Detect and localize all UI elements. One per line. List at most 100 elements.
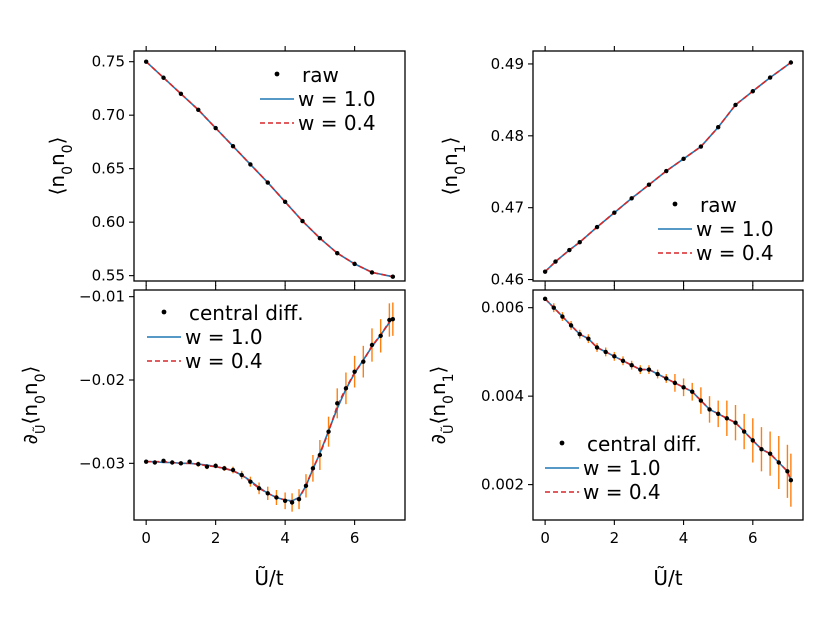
data-point xyxy=(560,314,565,319)
data-point xyxy=(612,354,617,359)
legend-marker-raw xyxy=(274,71,280,77)
y-tick-label: −0.01 xyxy=(79,288,125,306)
data-point xyxy=(335,250,340,256)
data-point xyxy=(196,107,201,113)
data-point xyxy=(387,317,392,323)
legend-label: central diff. xyxy=(587,432,702,456)
data-point xyxy=(170,460,175,465)
y-tick-label: 0.48 xyxy=(491,127,524,145)
data-point xyxy=(594,224,600,230)
data-point xyxy=(274,495,279,500)
y-tick-label: 0.47 xyxy=(491,199,524,217)
y-tick-label: 0.004 xyxy=(481,387,524,405)
data-point xyxy=(256,486,262,491)
data-point xyxy=(213,125,218,131)
y-tick-label: −0.02 xyxy=(79,371,125,389)
data-point xyxy=(724,416,730,421)
data-point xyxy=(265,180,270,185)
data-point xyxy=(681,385,686,390)
data-point xyxy=(664,168,669,174)
data-point xyxy=(553,259,558,264)
data-point xyxy=(296,496,302,502)
y-tick-label: 0.46 xyxy=(491,271,524,289)
data-point xyxy=(265,491,270,496)
legend-label: raw xyxy=(302,63,339,87)
data-point xyxy=(698,144,704,149)
y-tick-label: 0.60 xyxy=(92,213,125,231)
data-point xyxy=(646,182,652,187)
legend-marker-raw xyxy=(672,201,678,207)
data-point xyxy=(143,459,149,464)
data-point xyxy=(239,472,244,478)
y-tick-label: 0.75 xyxy=(92,53,125,71)
data-point xyxy=(629,362,634,368)
data-point xyxy=(567,247,572,253)
data-point xyxy=(230,144,236,149)
axes-frame xyxy=(133,50,406,282)
data-point xyxy=(282,199,288,205)
data-point xyxy=(750,438,756,443)
ylabel-n0n1: ⟨n0n1⟩ xyxy=(438,137,469,196)
ylabel-derivative-n0n0: ∂Ũ⟨n0n0⟩ xyxy=(18,366,49,445)
data-point xyxy=(715,411,721,417)
data-point xyxy=(303,483,309,489)
data-point xyxy=(638,367,643,372)
y-tick-label: 0.65 xyxy=(92,160,125,178)
xlabel-right: Ũ/t xyxy=(653,566,682,590)
data-point xyxy=(230,467,236,473)
series-line-w04 xyxy=(544,61,792,273)
legend-label: w = 0.4 xyxy=(185,349,263,373)
data-point xyxy=(152,460,158,465)
legend-label: w = 0.4 xyxy=(583,480,661,504)
y-tick-label: −0.03 xyxy=(79,454,125,472)
legend-label: w = 1.0 xyxy=(185,325,263,349)
data-point xyxy=(646,367,652,372)
data-point xyxy=(733,102,738,108)
data-point xyxy=(248,162,253,167)
y-tick-label: 0.002 xyxy=(481,476,524,494)
x-tick-label: 2 xyxy=(211,529,221,547)
legend-label: w = 1.0 xyxy=(696,217,774,241)
data-point xyxy=(248,479,253,484)
panel-derivative-n0n1: 0 2 4 6 0.002 0.004 0.006 central diff.w = 1.0w… xyxy=(481,285,804,547)
y-tick-label: 0.70 xyxy=(92,106,125,124)
data-point xyxy=(672,380,678,386)
data-point xyxy=(390,274,396,279)
data-point xyxy=(369,342,375,348)
data-point xyxy=(282,498,288,504)
data-point xyxy=(213,463,218,469)
axes-frame xyxy=(133,289,406,521)
data-point xyxy=(620,358,626,363)
data-point xyxy=(196,461,201,467)
data-point xyxy=(317,236,323,241)
legend-label: w = 1.0 xyxy=(583,456,661,480)
legend-marker-raw xyxy=(559,440,565,446)
data-point xyxy=(785,469,790,474)
axes-frame xyxy=(532,50,804,282)
data-point xyxy=(741,429,747,434)
data-point xyxy=(378,333,383,339)
data-point xyxy=(300,218,305,224)
data-point xyxy=(310,466,316,471)
data-point xyxy=(715,124,721,130)
ylabel-n0n0: ⟨n0n0⟩ xyxy=(45,137,76,196)
data-point xyxy=(759,447,764,452)
data-point xyxy=(767,451,773,456)
data-point xyxy=(352,369,357,374)
legend-label: central diff. xyxy=(189,301,304,325)
data-point xyxy=(551,305,556,310)
data-point xyxy=(143,59,149,64)
data-point xyxy=(204,464,210,469)
data-point xyxy=(655,371,660,377)
data-point xyxy=(586,336,591,341)
x-tick-label: 2 xyxy=(610,529,620,547)
data-point xyxy=(222,466,227,471)
data-point xyxy=(603,349,608,355)
data-point xyxy=(788,60,794,65)
y-tick-label: 0.55 xyxy=(92,267,125,285)
legend-label: w = 1.0 xyxy=(298,87,376,111)
